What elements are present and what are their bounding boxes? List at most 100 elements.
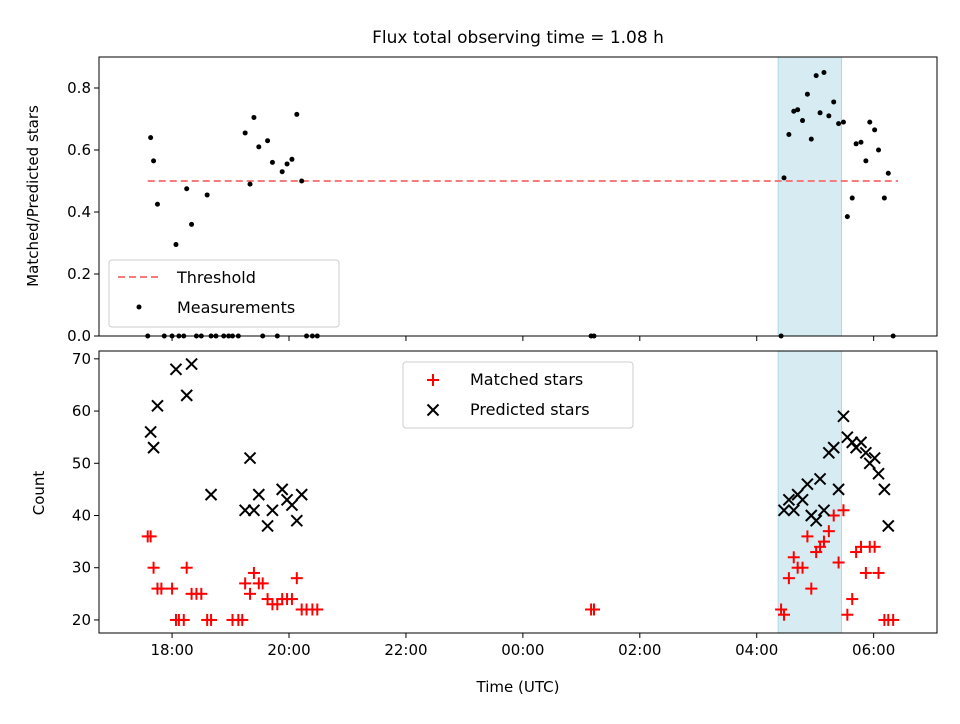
top-y-axis-label: Matched/Predicted stars xyxy=(24,105,42,287)
measurement-point xyxy=(184,186,190,192)
matched-point xyxy=(846,593,859,606)
x-stroke-b xyxy=(151,399,164,413)
predicted-point xyxy=(854,436,868,449)
matched-point xyxy=(841,608,854,621)
top-legend-box xyxy=(108,259,340,328)
measurement-point xyxy=(826,113,832,119)
predicted-point xyxy=(882,519,895,533)
matched-point xyxy=(868,540,881,553)
measurement-point xyxy=(791,108,797,114)
measurement-point xyxy=(284,161,290,167)
measurement-point xyxy=(800,118,806,124)
predicted-point xyxy=(180,389,193,402)
measurement-point xyxy=(265,138,271,144)
predicted-point xyxy=(782,493,796,507)
x-stroke-b xyxy=(859,446,873,460)
matched-point xyxy=(805,582,818,595)
matched-point xyxy=(166,582,179,595)
predicted-point xyxy=(275,483,289,496)
measurement-point xyxy=(279,169,285,175)
matched-point xyxy=(796,561,809,574)
bottom-x-ticks: 18:00 20:00 22:00 00:00 02:00 04:00 06:00 xyxy=(150,633,895,659)
legend-measurement-swatch xyxy=(136,304,142,310)
x-stroke-b xyxy=(868,451,881,465)
x-stroke-b xyxy=(827,441,840,454)
matched-point xyxy=(236,613,249,626)
matched-point xyxy=(887,613,900,626)
x-stroke-b xyxy=(266,504,279,517)
predicted-point xyxy=(813,472,827,486)
bottom-y-tick-label: 60 xyxy=(72,402,91,420)
predicted-points xyxy=(144,357,895,533)
x-stroke-b xyxy=(180,389,193,402)
matched-point xyxy=(195,587,208,600)
matched-point xyxy=(155,582,168,595)
legend-matched-label: Matched stars xyxy=(470,370,583,389)
x-tick-label: 02:00 xyxy=(618,641,661,659)
matched-point xyxy=(872,566,885,579)
predicted-point xyxy=(266,504,279,517)
top-axes-frame xyxy=(98,56,938,337)
x-stroke-b xyxy=(185,357,198,371)
matched-point xyxy=(588,603,601,616)
top-y-tick-label: 0.6 xyxy=(67,141,91,159)
top-y-tick-label: 0.8 xyxy=(67,79,91,97)
x-stroke-b xyxy=(204,488,218,501)
predicted-point xyxy=(243,451,257,465)
predicted-point xyxy=(252,488,266,501)
top-observing-window xyxy=(777,56,843,337)
measurement-point xyxy=(154,201,160,207)
x-stroke-b xyxy=(426,403,440,417)
measurement-point xyxy=(781,175,787,181)
matched-point xyxy=(147,561,160,574)
x-tick-label: 18:00 xyxy=(150,641,193,659)
legend-predicted-swatch xyxy=(426,403,440,417)
matched-point xyxy=(144,530,157,543)
bottom-y-tick-label: 50 xyxy=(72,454,91,472)
measurement-point xyxy=(294,111,300,117)
predicted-point xyxy=(809,514,823,527)
top-y-tick-label: 0.4 xyxy=(67,203,91,221)
bottom-axes-frame xyxy=(98,350,938,634)
top-y-tick-label: 0.0 xyxy=(67,327,91,345)
predicted-point xyxy=(204,488,218,501)
measurement-point xyxy=(840,119,846,125)
measurement-point xyxy=(876,147,882,153)
x-stroke-b xyxy=(787,504,800,517)
measurement-point xyxy=(151,158,157,164)
top-y-tick-label: 0.2 xyxy=(67,265,91,283)
predicted-point xyxy=(247,504,261,517)
matched-point xyxy=(787,551,800,564)
measurement-point xyxy=(858,139,864,145)
x-stroke-b xyxy=(796,493,809,507)
predicted-point xyxy=(290,514,304,527)
matched-point xyxy=(177,613,190,626)
bottom-legend: Matched stars Predicted stars xyxy=(402,361,634,429)
top-y-ticks: 0.0 0.2 0.4 0.6 0.8 xyxy=(67,79,99,345)
matched-point xyxy=(244,587,257,600)
matched-point xyxy=(832,556,845,569)
predicted-point xyxy=(151,399,164,413)
measurement-point xyxy=(804,91,810,97)
x-stroke-b xyxy=(854,436,868,449)
x-stroke-b xyxy=(275,483,289,496)
measurement-point xyxy=(881,195,887,201)
matched-points xyxy=(141,504,900,626)
x-stroke-b xyxy=(832,483,845,496)
x-stroke-b xyxy=(295,488,308,501)
predicted-point xyxy=(868,451,881,465)
predicted-point xyxy=(859,446,873,460)
x-stroke-b xyxy=(878,483,891,496)
predicted-point xyxy=(827,441,840,454)
predicted-point xyxy=(169,363,183,376)
x-stroke-b xyxy=(777,504,791,517)
x-axis-label: Time (UTC) xyxy=(476,678,560,696)
matched-point xyxy=(817,535,830,548)
measurement-point xyxy=(189,221,195,227)
measurement-point xyxy=(831,99,837,105)
x-stroke-b xyxy=(147,441,160,454)
bottom-y-ticks: 20 30 40 50 60 70 xyxy=(72,350,99,629)
bottom-y-tick-label: 30 xyxy=(72,559,91,577)
predicted-point xyxy=(185,357,198,371)
